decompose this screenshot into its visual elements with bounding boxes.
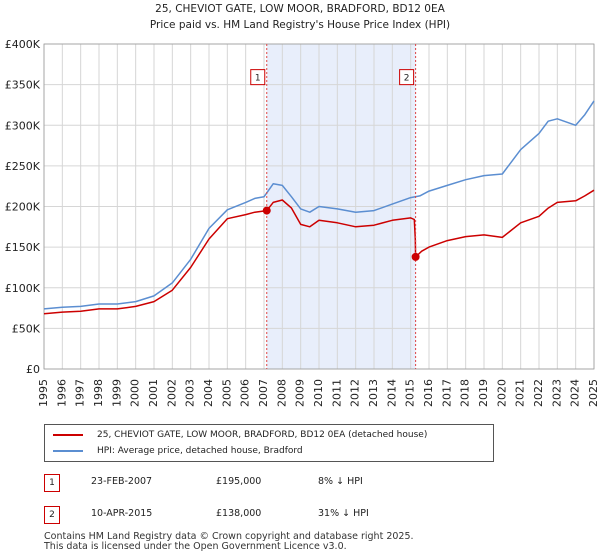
x-tick-label: 1996: [55, 379, 68, 407]
legend-item-hpi: HPI: Average price, detached house, Brad…: [53, 444, 303, 458]
x-tick-label: 2021: [514, 379, 527, 407]
x-tick-label: 2022: [532, 379, 545, 407]
footer: Contains HM Land Registry data © Crown c…: [44, 532, 414, 552]
sale-hpi-diff: 8% ↓ HPI: [318, 476, 363, 487]
x-tick-label: 2007: [257, 379, 270, 407]
sale-marker-label: 2: [404, 74, 410, 84]
sale-date: 10-APR-2015: [91, 508, 153, 519]
legend-label-property: 25, CHEVIOT GATE, LOW MOOR, BRADFORD, BD…: [97, 430, 428, 440]
x-tick-label: 1997: [74, 379, 87, 407]
sale-marker-box: [399, 69, 415, 86]
sale-hpi-diff: 31% ↓ HPI: [318, 508, 369, 519]
x-tick-label: 2019: [477, 379, 490, 407]
x-tick-label: 2011: [330, 379, 343, 407]
price-chart: 25, CHEVIOT GATE, LOW MOOR, BRADFORD, BD…: [5, 3, 600, 407]
legend-label-hpi: HPI: Average price, detached house, Brad…: [97, 446, 303, 456]
legend-swatch-hpi: [53, 450, 83, 452]
y-tick-label: £250K: [5, 160, 41, 173]
x-tick-label: 2001: [147, 379, 160, 407]
chart-subtitle: Price paid vs. HM Land Registry's House …: [150, 19, 450, 31]
x-tick-label: 2015: [404, 379, 417, 407]
chart-title: 25, CHEVIOT GATE, LOW MOOR, BRADFORD, BD…: [155, 3, 445, 15]
y-tick-label: £0: [26, 363, 40, 376]
grid-lines: [43, 43, 595, 370]
y-tick-label: £350K: [5, 79, 41, 92]
sale-date: 23-FEB-2007: [91, 476, 153, 487]
x-tick-label: 2004: [202, 379, 215, 407]
sale-price: £195,000: [216, 476, 262, 487]
sale-marker-label: 1: [255, 74, 261, 84]
sale-badge: 2: [44, 506, 60, 524]
axes: £0 £50K £100K £150K £200K £250K £300K £350K £400…: [5, 38, 600, 407]
plot-border: [43, 43, 595, 370]
x-tick-label: 2008: [275, 379, 288, 407]
y-tick-label: £50K: [12, 322, 41, 335]
sale-price: £138,000: [216, 508, 262, 519]
x-tick-label: 2006: [239, 379, 252, 407]
legend-item-property: 25, CHEVIOT GATE, LOW MOOR, BRADFORD, BD…: [53, 428, 427, 442]
y-tick-label: £300K: [5, 119, 41, 132]
legend-swatch-property: [53, 434, 83, 436]
x-tick-label: 1999: [110, 379, 123, 407]
x-tick-label: 2016: [422, 379, 435, 407]
sale-marker-box: [250, 69, 266, 86]
sale-point: [411, 252, 420, 261]
sale-point: [262, 206, 271, 215]
x-tick-label: 2005: [220, 379, 233, 407]
x-tick-label: 2023: [550, 379, 563, 407]
x-tick-label: 1995: [37, 379, 50, 407]
x-tick-label: 2009: [294, 379, 307, 407]
property-price-line: [43, 189, 595, 315]
x-tick-label: 2010: [312, 379, 325, 407]
x-tick-label: 2018: [459, 379, 472, 407]
x-tick-label: 1998: [92, 379, 105, 407]
x-tick-label: 2013: [367, 379, 380, 407]
series-lines: [43, 100, 595, 315]
x-tick-label: 2020: [495, 379, 508, 407]
x-tick-label: 2017: [440, 379, 453, 407]
x-tick-label: 2002: [165, 379, 178, 407]
x-tick-label: 2025: [587, 379, 600, 407]
hpi-line: [43, 100, 595, 310]
x-tick-label: 2014: [385, 379, 398, 407]
y-tick-label: £150K: [5, 241, 41, 254]
x-tick-label: 2000: [129, 379, 142, 407]
y-tick-label: £100K: [5, 282, 41, 295]
x-tick-label: 2003: [184, 379, 197, 407]
footer-line-2: This data is licensed under the Open Gov…: [44, 541, 347, 552]
footer-line-1: Contains HM Land Registry data © Crown c…: [44, 531, 414, 542]
sale-badge: 1: [44, 474, 60, 492]
y-tick-label: £200K: [5, 201, 41, 214]
legend: 25, CHEVIOT GATE, LOW MOOR, BRADFORD, BD…: [44, 424, 494, 462]
x-tick-label: 2012: [349, 379, 362, 407]
x-tick-label: 2024: [569, 379, 582, 407]
y-tick-label: £400K: [5, 38, 41, 51]
